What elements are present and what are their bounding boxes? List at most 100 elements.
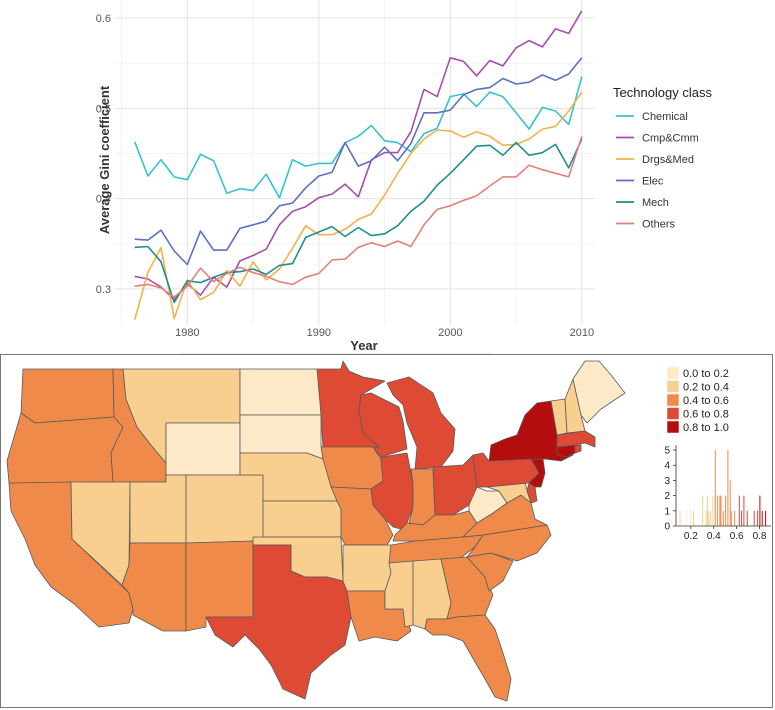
histogram-x-tick-label: 0.2 <box>684 531 698 542</box>
histogram-bar <box>710 510 712 526</box>
state-kansas <box>262 500 342 538</box>
histogram-bar <box>759 495 761 526</box>
histogram-bar <box>712 495 714 526</box>
histogram-bar <box>717 495 719 526</box>
series-line-elec <box>134 57 583 266</box>
legend-label: Cmp&Cmm <box>642 133 699 145</box>
histogram-bar <box>746 510 748 526</box>
histogram-bar <box>702 495 704 526</box>
map-legend-swatch <box>666 393 680 407</box>
map-legend-swatch <box>666 420 680 434</box>
legend-label: Chemical <box>642 111 688 123</box>
series-legend: Chemical Cmp&Cmm Drgs&Med Elec Mech Others <box>616 111 699 231</box>
histogram-bar <box>765 510 767 526</box>
value-histogram <box>679 450 767 526</box>
histogram-bar <box>714 450 716 526</box>
histogram-axes: 0 1 2 3 4 5 0.2 0.4 0.6 0.8 <box>664 445 771 542</box>
histogram-bar <box>741 510 743 526</box>
state-south-dakota <box>239 414 324 460</box>
histogram-x-tick-label: 0.4 <box>707 531 721 542</box>
y-tick-label: 0.6 <box>96 13 111 25</box>
grid-lines <box>115 0 595 325</box>
map-figure: 0.0 to 0.2 0.2 to 0.40.4 to 0.6 0.6 to 0.8… <box>6 360 771 702</box>
histogram-bar <box>734 510 736 526</box>
state-oregon <box>6 412 124 484</box>
histogram-bar <box>727 450 729 526</box>
state-utah <box>129 474 187 544</box>
histogram-bar <box>720 495 722 526</box>
gini-line-chart: 1980 1990 2000 2010 0.3 0.4 0.5 0.6 Year Avera… <box>96 0 712 354</box>
x-tick-label: 1990 <box>307 327 331 339</box>
map-legend-label: 0.6 to 0.8 <box>683 409 729 421</box>
state-massachusetts <box>556 430 596 448</box>
histogram-y-tick-label: 5 <box>664 446 670 457</box>
state-texas <box>205 544 352 700</box>
histogram-x-tick-label: 0.6 <box>730 531 744 542</box>
state-rhode-island <box>574 444 582 454</box>
state-iowa <box>320 446 384 490</box>
map-legend-label: 0.2 to 0.4 <box>683 382 729 394</box>
plot-panel-background <box>115 0 595 325</box>
legend-label: Elec <box>642 176 664 188</box>
us-states-map <box>6 360 626 702</box>
map-legend-label: 0.4 to 0.6 <box>683 395 729 407</box>
map-legend-label: 0.8 to 1.0 <box>683 422 729 434</box>
y-tick-label: 0.3 <box>96 284 111 296</box>
state-north-dakota <box>239 368 322 416</box>
series-line-cmp-cmm <box>134 10 583 301</box>
state-wyoming <box>165 422 241 476</box>
map-legend-swatch <box>666 366 680 380</box>
y-tick-label: 0.5 <box>96 103 111 115</box>
legend-title: Technology class <box>613 85 712 100</box>
histogram-bar <box>706 495 708 526</box>
y-axis-ticks: 0.3 0.4 0.5 0.6 <box>96 13 111 296</box>
x-tick-label: 2000 <box>438 327 462 339</box>
map-legend-swatch <box>666 380 680 393</box>
histogram-bar <box>679 510 681 526</box>
series-line-mech <box>134 138 583 304</box>
histogram-y-tick-label: 2 <box>664 491 670 502</box>
histogram-bar <box>729 480 731 526</box>
histogram-bar <box>689 510 691 526</box>
histogram-bar <box>707 510 709 526</box>
histogram-y-tick-label: 3 <box>664 476 670 487</box>
histogram-bar <box>761 510 763 526</box>
histogram-bar <box>719 495 721 526</box>
series-line-drgs-med <box>133 91 583 320</box>
histogram-bar <box>738 495 740 526</box>
y-tick-label: 0.4 <box>96 194 111 206</box>
series-line-others <box>134 136 583 298</box>
x-axis-ticks: 1980 1990 2000 2010 <box>175 327 594 339</box>
map-legend-label: 0.0 to 0.2 <box>683 368 729 380</box>
state-new-jersey <box>528 458 546 488</box>
state-washington <box>20 368 115 424</box>
legend-label: Others <box>642 219 676 231</box>
histogram-y-tick-label: 1 <box>664 506 670 517</box>
x-axis-title: Year <box>350 338 377 353</box>
state-maine <box>572 360 626 424</box>
series-line-chemical <box>133 76 583 199</box>
state-arizona <box>121 542 187 632</box>
histogram-bar <box>722 510 724 526</box>
legend-label: Drgs&Med <box>642 154 694 166</box>
histogram-y-tick-label: 0 <box>664 522 670 533</box>
histogram-bar <box>686 510 688 526</box>
map-color-legend: 0.0 to 0.2 0.2 to 0.40.4 to 0.6 0.6 to 0.8… <box>666 366 729 434</box>
map-legend-swatch <box>666 407 680 420</box>
histogram-bar <box>730 510 732 526</box>
histogram-bar <box>757 510 759 526</box>
histogram-bar <box>693 510 694 526</box>
y-axis-title: Average Gini coefficient <box>97 85 112 234</box>
histogram-bar <box>753 510 755 526</box>
histogram-y-tick-label: 4 <box>664 461 670 472</box>
histogram-bar <box>743 495 745 526</box>
series-lines <box>133 10 583 320</box>
state-colorado <box>185 474 264 544</box>
state-florida <box>424 614 512 702</box>
histogram-bar <box>725 495 727 526</box>
x-tick-label: 1980 <box>175 327 199 339</box>
histogram-bar <box>705 510 707 526</box>
histogram-bar <box>680 510 682 526</box>
state-new-hampshire <box>564 378 586 434</box>
x-tick-label: 2010 <box>570 327 594 339</box>
